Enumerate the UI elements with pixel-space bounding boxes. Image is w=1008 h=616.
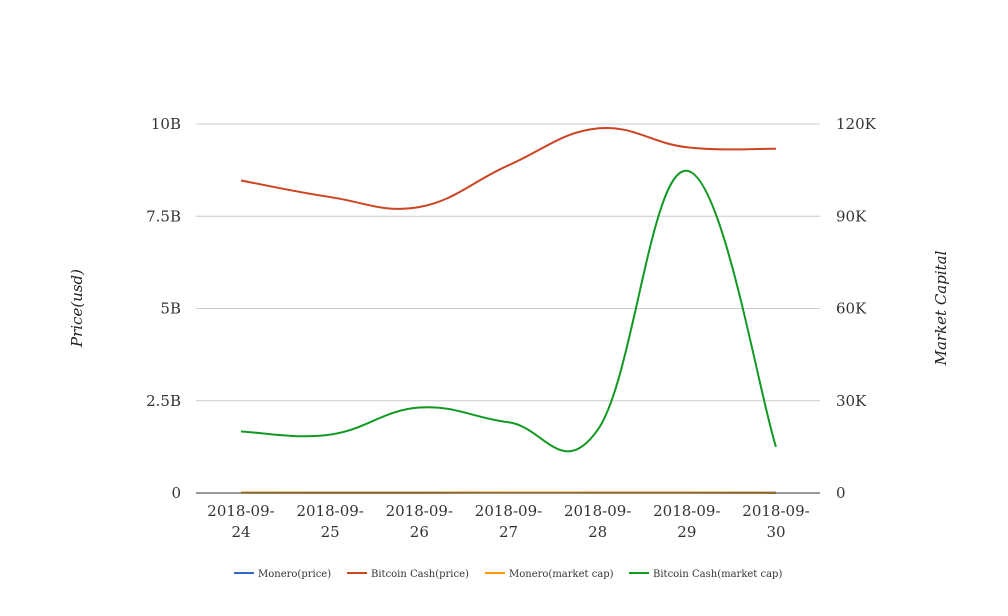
x-tick-label-line: 30 [766, 523, 785, 541]
gridlines [196, 123, 820, 402]
legend-label: Monero(price) [258, 569, 331, 580]
left-tick-label: 10B [151, 115, 181, 133]
right-tick-label: 60K [836, 300, 867, 318]
x-axis-ticks: 2018-09- 24 2018-09- 25 2018-09- 26 2018-09- 27… [207, 502, 809, 541]
series-line-3 [240, 169, 777, 453]
x-tick-label-line: 29 [677, 523, 696, 541]
legend-item[interactable]: Bitcoin Cash(market cap) [629, 569, 782, 580]
legend-label: Bitcoin Cash(price) [371, 569, 469, 580]
x-tick-label-line: 2018-09- [386, 502, 453, 520]
right-tick-label: 30K [836, 392, 867, 410]
legend: Monero(price) Bitcoin Cash(price) Monero(m… [234, 569, 782, 580]
legend-item[interactable]: Monero(market cap) [485, 569, 614, 580]
left-tick-label: 5B [160, 300, 181, 318]
x-tick-label: 2018-09- 24 [207, 502, 274, 541]
x-tick-label: 2018-09- 30 [742, 502, 809, 541]
x-tick-label: 2018-09- 28 [564, 502, 631, 541]
x-tick-label-line: 28 [588, 523, 607, 541]
x-tick-label-line: 2018-09- [207, 502, 274, 520]
x-tick-label-line: 2018-09- [564, 502, 631, 520]
right-tick-label: 90K [836, 207, 867, 225]
series-line-1 [240, 126, 777, 210]
left-axis-ticks: 0 2.5B 5B 7.5B 10B [146, 115, 181, 502]
x-tick-label-line: 2018-09- [475, 502, 542, 520]
left-tick-label: 0 [171, 484, 181, 502]
x-tick-label-line: 2018-09- [296, 502, 363, 520]
legend-item[interactable]: Monero(price) [234, 569, 331, 580]
legend-label: Bitcoin Cash(market cap) [653, 569, 782, 580]
right-tick-label: 0 [836, 484, 846, 502]
series-lines [240, 126, 777, 494]
legend-item[interactable]: Bitcoin Cash(price) [347, 569, 469, 580]
x-tick-label: 2018-09- 29 [653, 502, 720, 541]
left-axis-title: Price(usd) [68, 269, 86, 348]
left-tick-label: 2.5B [146, 392, 181, 410]
right-tick-label: 120K [836, 115, 877, 133]
x-tick-label-line: 27 [499, 523, 518, 541]
right-axis-title: Market Capital [932, 250, 950, 366]
legend-label: Monero(market cap) [509, 569, 614, 580]
left-tick-label: 7.5B [146, 207, 181, 225]
x-tick-label-line: 26 [410, 523, 429, 541]
right-axis-ticks: 0 30K 60K 90K 120K [836, 115, 877, 502]
x-tick-label: 2018-09- 25 [296, 502, 363, 541]
x-tick-label-line: 2018-09- [742, 502, 809, 520]
x-tick-label-line: 25 [321, 523, 340, 541]
x-tick-label-line: 2018-09- [653, 502, 720, 520]
x-tick-label-line: 24 [231, 523, 250, 541]
x-tick-label: 2018-09- 27 [475, 502, 542, 541]
x-tick-label: 2018-09- 26 [386, 502, 453, 541]
